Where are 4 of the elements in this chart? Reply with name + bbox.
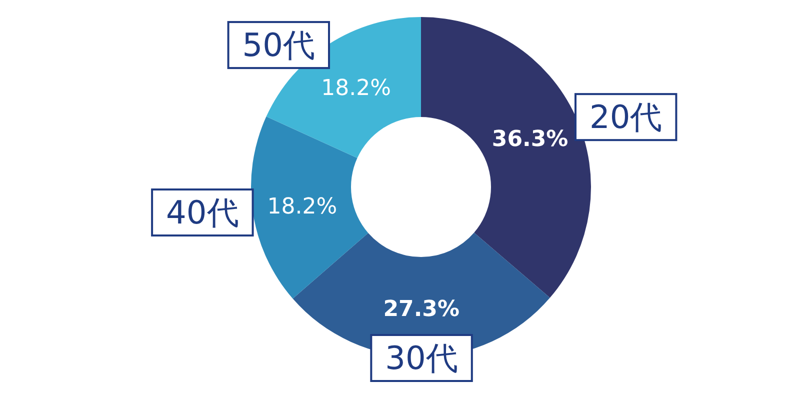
slice-label: 30代 bbox=[385, 339, 458, 377]
slice-label: 50代 bbox=[242, 26, 316, 64]
slice-label: 40代 bbox=[166, 193, 239, 232]
slice-label: 20代 bbox=[589, 98, 662, 136]
